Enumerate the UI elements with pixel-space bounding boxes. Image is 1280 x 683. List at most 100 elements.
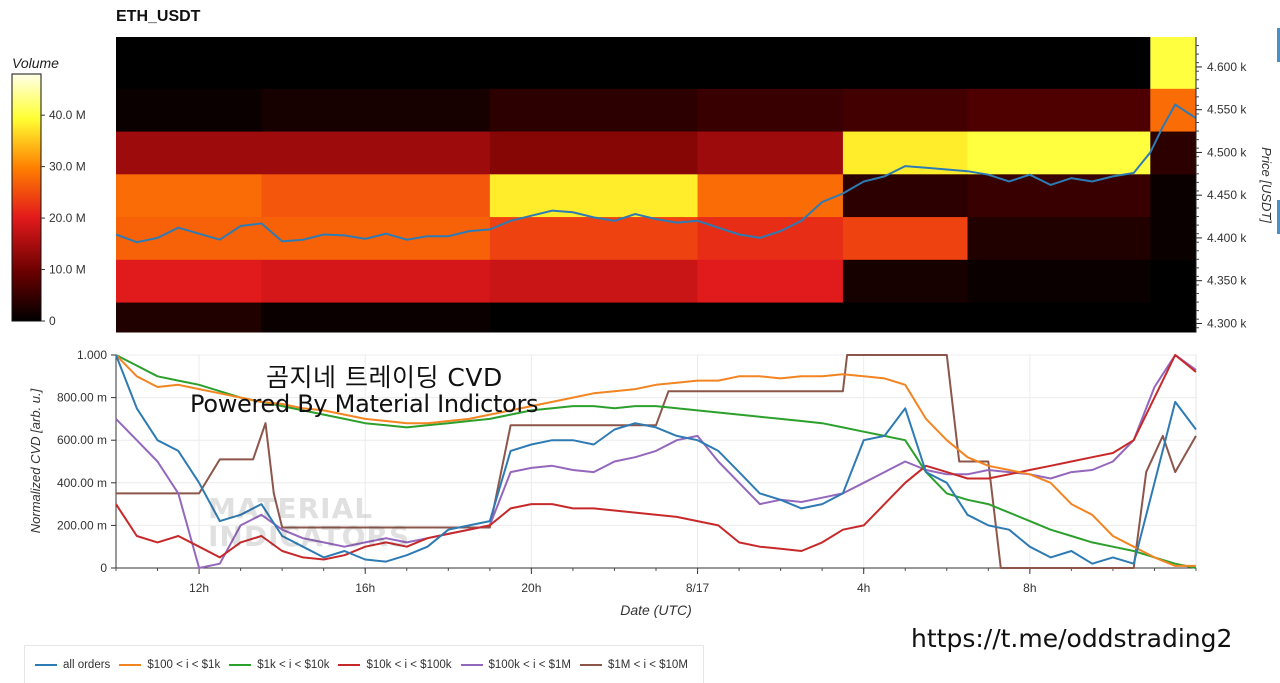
cvd-x-axis-label: Date (UTC) <box>620 602 692 618</box>
legend-entry[interactable]: all orders <box>35 659 110 671</box>
heatmap-cell <box>261 37 491 89</box>
heatmap-cell <box>697 88 844 132</box>
heatmap-cell <box>489 259 699 303</box>
cvd-series-b1m_10m <box>116 354 1197 569</box>
price-axis-label: Price [USDT] <box>1259 147 1274 223</box>
legend-entry[interactable]: $100 < i < $1k <box>119 659 220 671</box>
colorbar-tick-label: 20.0 M <box>49 211 86 225</box>
heatmap-cell <box>842 88 969 132</box>
heatmap-cell <box>489 37 699 89</box>
heatmap-cell <box>842 173 969 218</box>
price-tick-label: 4.300 k <box>1207 316 1247 330</box>
heatmap-cell <box>261 302 491 333</box>
legend-swatch <box>460 663 483 666</box>
heatmap-cell <box>1150 302 1197 333</box>
legend-label: all orders <box>63 658 111 671</box>
heatmap-cell <box>116 37 262 89</box>
heatmap-cell <box>489 173 699 218</box>
heatmap-cell <box>697 302 844 333</box>
heatmap-cell <box>697 131 844 175</box>
colorbar-label: Volume <box>12 55 59 71</box>
telegram-url[interactable]: https://t.me/oddstrading2 <box>911 624 1233 653</box>
cvd-xtick-label: 12h <box>189 581 209 595</box>
legend-label: $10k < i < $100k <box>366 658 452 671</box>
heatmap-cell <box>842 131 969 175</box>
price-tick-label: 4.500 k <box>1207 145 1247 159</box>
heatmap-cell <box>116 131 262 175</box>
legend-entry[interactable]: $100k < i < $1M <box>460 658 571 671</box>
heatmap-cell <box>489 302 699 333</box>
heatmap-cell <box>1150 37 1197 89</box>
colorbar-gradient <box>11 73 42 322</box>
heatmap-cell <box>261 173 491 218</box>
heatmap-cell <box>489 131 699 175</box>
watermark-powered-by: Powered By Material Indictors <box>190 390 539 418</box>
cvd-xtick-label: 4h <box>857 581 870 595</box>
cvd-ytick-label: 800.00 m <box>57 391 107 405</box>
colorbar-tick-label: 40.0 M <box>49 108 86 122</box>
price-tick-label: 4.600 k <box>1207 60 1247 74</box>
cvd-plot-area <box>115 354 1197 569</box>
legend-swatch <box>580 663 602 666</box>
cvd-ytick-label: 0 <box>100 561 107 575</box>
cvd-xtick-label: 8/17 <box>686 581 710 595</box>
heatmap-cell <box>967 88 1151 132</box>
heatmap-cell <box>489 88 699 132</box>
side-tab-bottom[interactable] <box>1277 200 1280 234</box>
heatmap-cell <box>116 216 262 260</box>
heatmap-cell <box>116 88 262 132</box>
heatmap-cell <box>842 259 969 303</box>
price-tick-label: 4.550 k <box>1207 103 1247 117</box>
cvd-xtick-label: 8h <box>1023 581 1036 595</box>
heatmap <box>115 37 1197 333</box>
heatmap-cell <box>967 259 1151 303</box>
colorbar-tick-label: 30.0 M <box>49 160 86 174</box>
heatmap-cell <box>261 131 491 175</box>
cvd-chart: 0 200.00 m 400.00 m 600.00 m 800.00 m 1.000 12… <box>28 348 1197 618</box>
legend-swatch <box>119 663 142 666</box>
legend-entry[interactable]: $10k < i < $100k <box>338 658 452 671</box>
heatmap-cell <box>697 37 844 89</box>
price-line <box>115 103 1197 244</box>
cvd-series-b100_1k <box>115 354 1196 567</box>
heatmap-cell <box>967 131 1151 175</box>
legend-swatch <box>229 663 252 666</box>
colorbar-tick-label: 10.0 M <box>49 263 86 277</box>
legend-swatch <box>338 663 361 666</box>
cvd-y-axis-label: Normalized CVD [arb. u.] <box>28 388 43 533</box>
heatmap-cell <box>967 37 1151 89</box>
heatmap-cell <box>1150 173 1197 218</box>
heatmap-cell <box>697 259 844 303</box>
heatmap-cell <box>1150 216 1197 260</box>
cvd-series-b1k_10k <box>115 354 1197 569</box>
legend-label: $1M < i < $10M <box>608 658 688 671</box>
price-tick-label: 4.400 k <box>1207 231 1247 245</box>
legend-label: $100 < i < $1k <box>147 658 221 671</box>
heatmap-cell <box>116 173 262 218</box>
price-tick-label: 4.450 k <box>1207 188 1247 202</box>
legend-label: $100k < i < $1M <box>488 658 571 671</box>
heatmap-cell <box>1150 88 1197 132</box>
legend-swatch <box>35 663 57 666</box>
legend: all orders $100 < i < $1k $1k < i < $10k $1… <box>24 645 704 683</box>
heatmap-cell <box>261 88 491 132</box>
heatmap-cell <box>967 302 1151 333</box>
cvd-xtick-label: 20h <box>521 581 541 595</box>
colorbar-tick-label: 0 <box>49 314 56 328</box>
legend-label: $1k < i < $10k <box>257 658 330 671</box>
price-tick-label: 4.350 k <box>1207 274 1247 288</box>
heatmap-cell <box>489 216 699 260</box>
heatmap-cell <box>967 216 1151 260</box>
heatmap-cell <box>697 173 844 218</box>
cvd-xtick-label: 16h <box>355 581 375 595</box>
heatmap-cell <box>842 37 969 89</box>
legend-entry[interactable]: $1k < i < $10k <box>229 659 329 671</box>
cvd-ytick-label: 400.00 m <box>57 476 107 490</box>
legend-entry[interactable]: $1M < i < $10M <box>580 659 688 671</box>
chart-title: ETH_USDT <box>116 8 201 25</box>
cvd-ytick-label: 1.000 <box>77 348 107 362</box>
colorbar: Volume 0 10.0 M 20.0 M 30.0 M 40.0 M <box>11 55 86 328</box>
cvd-series-all_orders <box>115 354 1197 565</box>
heatmap-cell <box>116 302 262 333</box>
side-tab-top[interactable] <box>1277 28 1280 62</box>
